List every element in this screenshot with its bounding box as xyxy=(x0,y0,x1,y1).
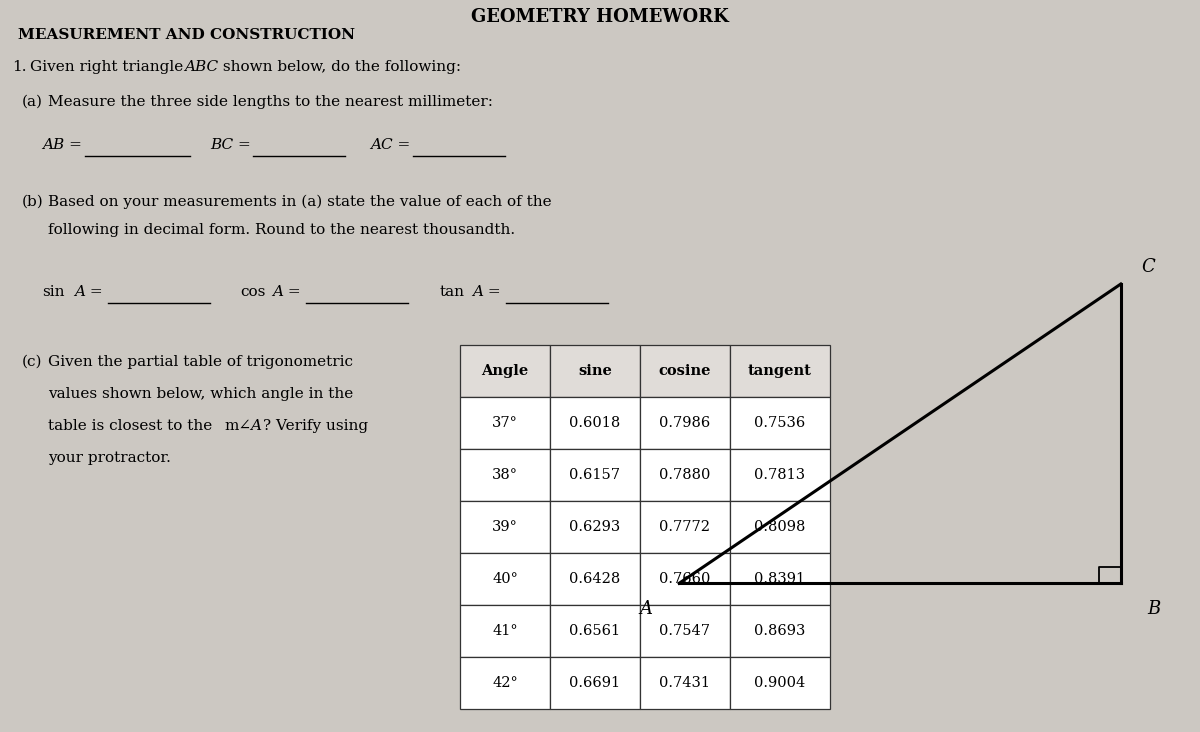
Text: MEASUREMENT AND CONSTRUCTION: MEASUREMENT AND CONSTRUCTION xyxy=(18,28,355,42)
Bar xyxy=(640,501,730,553)
Bar xyxy=(730,605,830,657)
Text: Measure the three side lengths to the nearest millimeter:: Measure the three side lengths to the ne… xyxy=(48,95,493,109)
Bar xyxy=(730,553,830,605)
Bar xyxy=(550,553,640,605)
Text: 1.: 1. xyxy=(12,60,26,74)
Text: ABC: ABC xyxy=(184,60,218,74)
Bar xyxy=(460,605,550,657)
Bar xyxy=(730,397,830,449)
Bar xyxy=(730,501,830,553)
Bar xyxy=(640,553,730,605)
Bar xyxy=(550,501,640,553)
Text: C: C xyxy=(1141,258,1156,276)
Text: tangent: tangent xyxy=(748,364,812,378)
Bar xyxy=(730,449,830,501)
Bar xyxy=(550,449,640,501)
Bar xyxy=(460,501,550,553)
Text: A: A xyxy=(250,419,262,433)
Text: cosine: cosine xyxy=(659,364,712,378)
Text: ? Verify using: ? Verify using xyxy=(263,419,368,433)
Text: 0.7660: 0.7660 xyxy=(659,572,710,586)
Bar xyxy=(640,605,730,657)
Bar xyxy=(550,397,640,449)
Text: sin: sin xyxy=(42,285,65,299)
Text: (c): (c) xyxy=(22,355,42,369)
Text: A =: A = xyxy=(472,285,500,299)
Bar xyxy=(730,345,830,397)
Text: A =: A = xyxy=(272,285,301,299)
Text: 0.7536: 0.7536 xyxy=(755,416,805,430)
Text: 0.6293: 0.6293 xyxy=(569,520,620,534)
Bar xyxy=(550,657,640,709)
Text: your protractor.: your protractor. xyxy=(48,451,170,465)
Text: (b): (b) xyxy=(22,195,43,209)
Text: 42°: 42° xyxy=(492,676,518,690)
Text: (a): (a) xyxy=(22,95,43,109)
Text: BC =: BC = xyxy=(210,138,251,152)
Text: sine: sine xyxy=(578,364,612,378)
Text: table is closest to the: table is closest to the xyxy=(48,419,217,433)
Text: m∠: m∠ xyxy=(224,419,251,433)
Text: Given the partial table of trigonometric: Given the partial table of trigonometric xyxy=(48,355,353,369)
Text: 0.7986: 0.7986 xyxy=(659,416,710,430)
Text: 38°: 38° xyxy=(492,468,518,482)
Text: A =: A = xyxy=(74,285,103,299)
Text: 41°: 41° xyxy=(492,624,518,638)
Text: AC =: AC = xyxy=(370,138,410,152)
Text: 0.7431: 0.7431 xyxy=(660,676,710,690)
Bar xyxy=(460,657,550,709)
Text: AB =: AB = xyxy=(42,138,82,152)
Text: 0.7547: 0.7547 xyxy=(660,624,710,638)
Bar xyxy=(640,657,730,709)
Text: Given right triangle: Given right triangle xyxy=(30,60,188,74)
Text: 37°: 37° xyxy=(492,416,518,430)
Text: 0.6428: 0.6428 xyxy=(569,572,620,586)
Text: B: B xyxy=(1147,600,1160,618)
Text: Based on your measurements in (a) state the value of each of the: Based on your measurements in (a) state … xyxy=(48,195,552,209)
Text: 40°: 40° xyxy=(492,572,518,586)
Text: 0.6691: 0.6691 xyxy=(570,676,620,690)
Text: Angle: Angle xyxy=(481,364,529,378)
Bar xyxy=(640,345,730,397)
Bar xyxy=(460,449,550,501)
Text: A: A xyxy=(640,600,653,618)
Text: 0.8391: 0.8391 xyxy=(755,572,805,586)
Text: 39°: 39° xyxy=(492,520,518,534)
Text: 0.6018: 0.6018 xyxy=(569,416,620,430)
Text: tan: tan xyxy=(440,285,466,299)
Text: 0.8098: 0.8098 xyxy=(755,520,805,534)
Text: cos: cos xyxy=(240,285,265,299)
Text: 0.6157: 0.6157 xyxy=(570,468,620,482)
Bar xyxy=(460,397,550,449)
Text: 0.6561: 0.6561 xyxy=(570,624,620,638)
Text: 0.8693: 0.8693 xyxy=(755,624,805,638)
Text: following in decimal form. Round to the nearest thousandth.: following in decimal form. Round to the … xyxy=(48,223,515,237)
Bar xyxy=(640,397,730,449)
Text: GEOMETRY HOMEWORK: GEOMETRY HOMEWORK xyxy=(472,8,728,26)
Text: 0.7880: 0.7880 xyxy=(659,468,710,482)
Text: shown below, do the following:: shown below, do the following: xyxy=(218,60,461,74)
Bar xyxy=(640,449,730,501)
Bar xyxy=(460,553,550,605)
Bar xyxy=(550,345,640,397)
Text: values shown below, which angle in the: values shown below, which angle in the xyxy=(48,387,353,401)
Text: 0.7772: 0.7772 xyxy=(660,520,710,534)
Text: 0.9004: 0.9004 xyxy=(755,676,805,690)
Bar xyxy=(550,605,640,657)
Bar xyxy=(730,657,830,709)
Text: 0.7813: 0.7813 xyxy=(755,468,805,482)
Bar xyxy=(460,345,550,397)
